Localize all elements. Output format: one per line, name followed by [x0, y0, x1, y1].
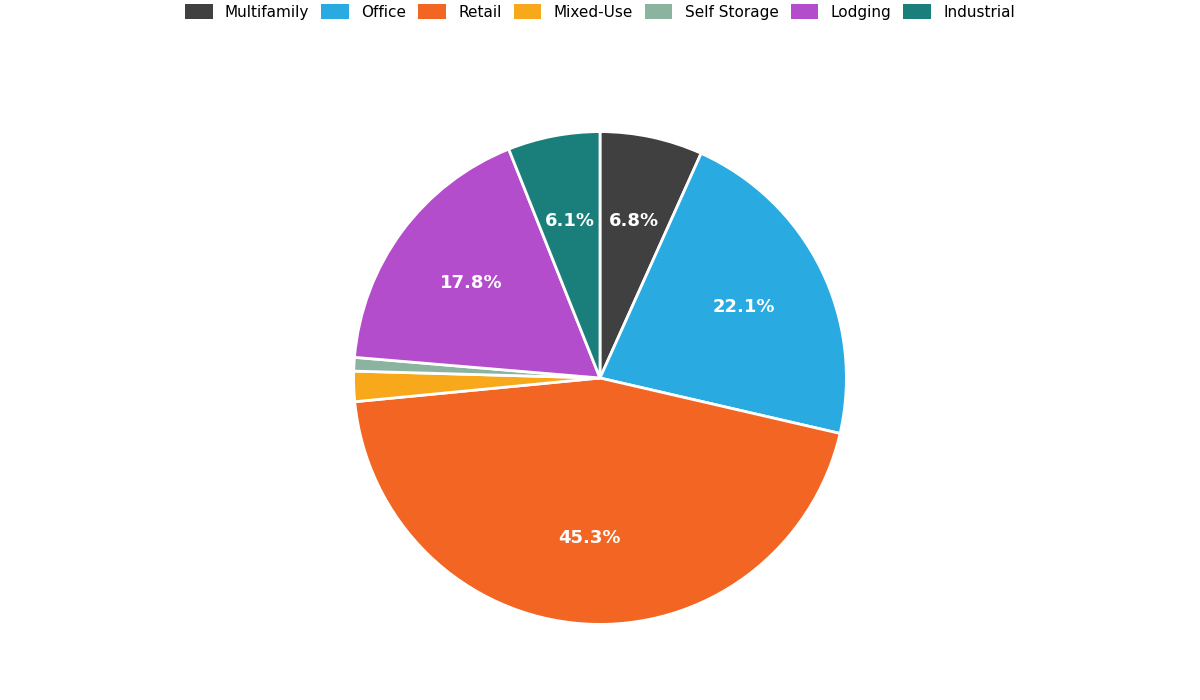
Wedge shape	[354, 149, 600, 378]
Legend: Multifamily, Office, Retail, Mixed-Use, Self Storage, Lodging, Industrial: Multifamily, Office, Retail, Mixed-Use, …	[179, 0, 1021, 26]
Wedge shape	[354, 357, 600, 378]
Wedge shape	[600, 132, 701, 378]
Wedge shape	[600, 153, 846, 433]
Wedge shape	[354, 371, 600, 402]
Text: 22.1%: 22.1%	[713, 298, 775, 316]
Text: 6.1%: 6.1%	[545, 211, 595, 230]
Wedge shape	[355, 378, 840, 624]
Text: 6.8%: 6.8%	[608, 212, 659, 230]
Text: 45.3%: 45.3%	[558, 528, 620, 547]
Wedge shape	[509, 132, 600, 378]
Text: 17.8%: 17.8%	[440, 274, 503, 292]
